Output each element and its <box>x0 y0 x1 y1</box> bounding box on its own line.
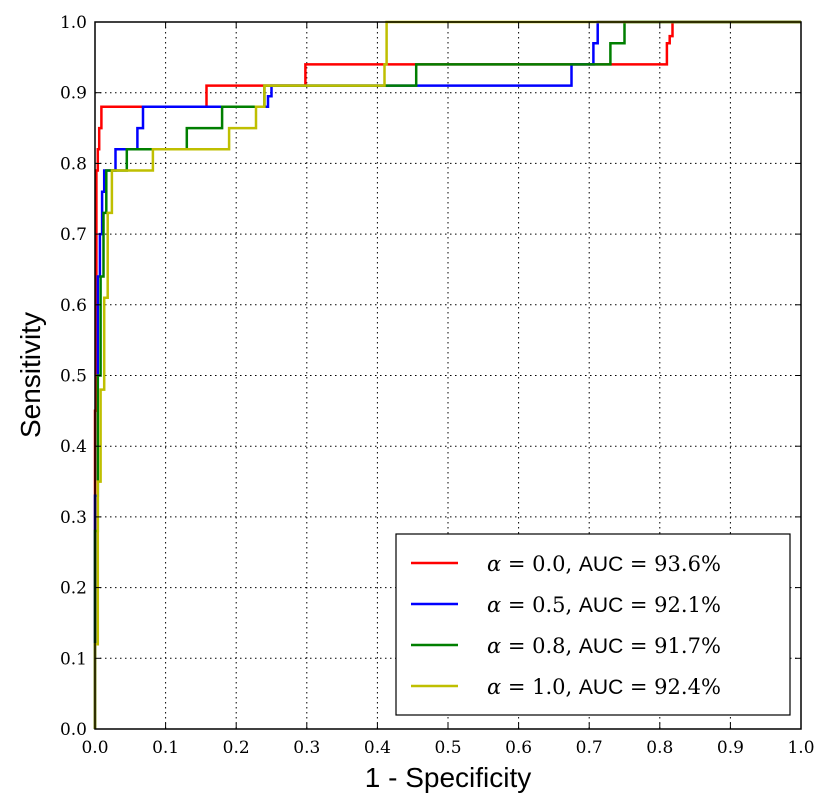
legend-label-alpha-0.8: α = 0.8, AUC = 91.7% <box>487 634 721 658</box>
y-tick-label: 0.8 <box>60 154 87 174</box>
y-tick-label: 0.4 <box>60 437 87 457</box>
y-tick-label: 0.1 <box>60 649 87 669</box>
x-tick-label: 0.3 <box>293 738 320 758</box>
x-tick-label: 0.8 <box>646 738 673 758</box>
y-tick-label: 0.7 <box>60 225 87 245</box>
y-tick-label: 0.9 <box>60 84 87 104</box>
series-layer <box>93 20 801 729</box>
legend: α = 0.0, AUC = 93.6% α = 0.5, AUC = 92.1%… <box>395 533 791 716</box>
x-axis-label: 1 - Specificity <box>365 762 532 793</box>
legend-label-alpha-1.0: α = 1.0, AUC = 92.4% <box>487 675 721 699</box>
y-tick-label: 0.0 <box>60 720 87 740</box>
legend-label-alpha-0.5: α = 0.5, AUC = 92.1% <box>487 593 721 617</box>
x-tick-label: 0.9 <box>717 738 744 758</box>
tick-layer: 0.0 0.1 0.2 0.3 0.4 0.5 0.6 0.7 0.8 0.9 1.0 0.0 0.1 0… <box>60 13 815 758</box>
x-tick-label: 0.0 <box>81 738 108 758</box>
legend-label-alpha-0.0: α = 0.0, AUC = 93.6% <box>487 552 721 576</box>
legend-box <box>395 533 791 716</box>
x-tick-label: 0.6 <box>505 738 532 758</box>
x-tick-label: 0.1 <box>152 738 179 758</box>
y-tick-label: 0.5 <box>60 367 87 387</box>
y-tick-label: 0.6 <box>60 296 87 316</box>
y-tick-label: 1.0 <box>60 13 87 33</box>
series-line-alpha-1.0 <box>93 20 801 729</box>
x-tick-label: 0.7 <box>576 738 603 758</box>
series-line-alpha-0.8 <box>93 20 801 729</box>
y-axis-label: Sensitivity <box>15 312 46 438</box>
y-tick-label: 0.3 <box>60 508 87 528</box>
x-tick-label: 1.0 <box>787 738 814 758</box>
x-tick-label: 0.4 <box>364 738 391 758</box>
x-tick-label: 0.5 <box>434 738 461 758</box>
x-tick-label: 0.2 <box>223 738 250 758</box>
y-tick-label: 0.2 <box>60 579 87 599</box>
